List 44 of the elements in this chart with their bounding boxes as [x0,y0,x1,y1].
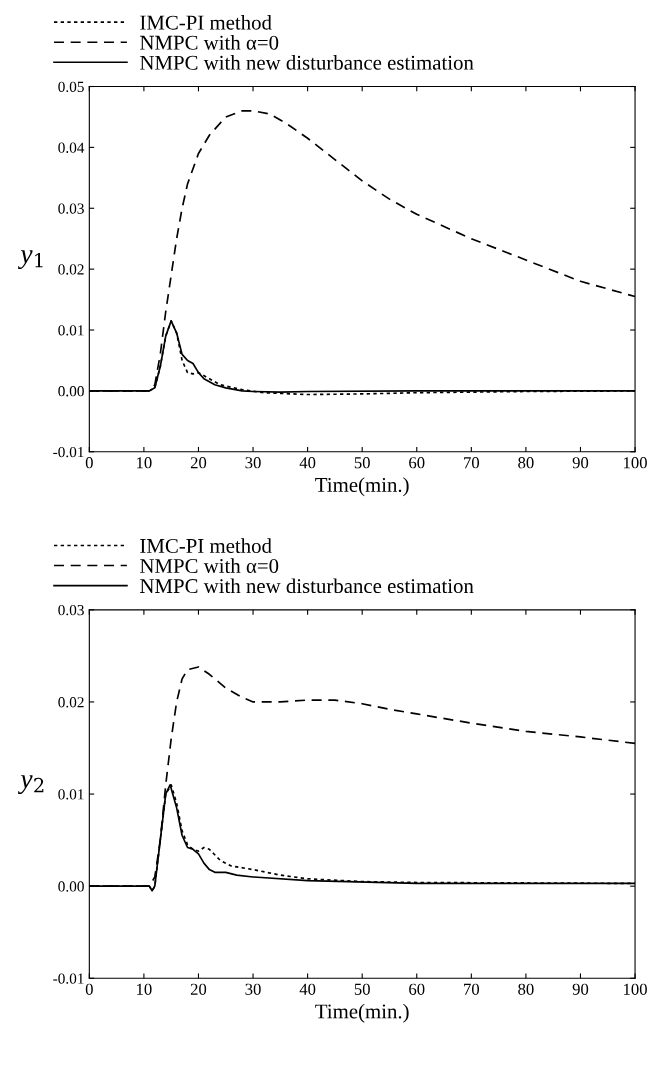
x-tick-label: 30 [245,457,261,469]
x-tick-label: 90 [572,983,589,995]
y-tick-label: 0.01 [58,789,84,800]
x-tick-label: 80 [518,457,534,469]
legend-label: IMC-PI method [140,14,272,30]
y-tick-label: 0.04 [58,142,85,153]
x-tick-label: 50 [354,983,370,995]
x-tick-label: 100 [624,457,647,469]
legend-label: IMC-PI method [140,538,272,553]
x-tick-label: 70 [464,983,480,995]
x-tick-label: 40 [299,457,316,469]
x-tick-label: 0 [85,457,93,469]
x-tick-label: 20 [190,457,207,469]
x-tick-label: 60 [409,457,425,469]
y-tick-label: 0.01 [58,325,84,336]
x-tick-label: 60 [409,983,425,995]
x-tick-label: 100 [624,983,647,995]
legend-label: NMPC with α=0 [140,558,279,574]
y-tick-label: -0.01 [53,446,84,458]
y-tick-label: 0.05 [58,81,84,93]
x-tick-label: 10 [137,983,152,995]
x-axis-title: Time(min.) [315,477,409,497]
y-tick-label: 0.03 [58,604,84,616]
x-axis-title: Time(min.) [315,1003,409,1023]
legend-label: NMPC with new disturbance estimation [140,55,474,70]
x-tick-label: 90 [572,457,589,469]
legend-label: NMPC with new disturbance estimation [140,578,474,594]
x-tick-label: 80 [518,983,534,995]
x-tick-label: 70 [464,457,480,469]
y-axis-title: y$_{1}$ [17,250,43,269]
y-tick-label: 0.02 [58,697,84,708]
x-tick-label: 30 [245,983,261,995]
x-tick-label: 40 [299,983,316,995]
y-tick-label: 0.02 [58,264,84,275]
legend-label: NMPC with α=0 [140,35,279,50]
x-tick-label: 20 [190,983,207,995]
y-tick-label: 0.03 [58,203,84,214]
y-tick-label: 0.00 [58,881,84,892]
y-tick-label: -0.01 [53,973,84,984]
y-tick-label: 0.00 [58,386,84,397]
x-tick-label: 0 [85,983,93,995]
y-axis-title: y$_{2}$ [17,775,44,794]
x-tick-label: 50 [354,457,370,469]
x-tick-label: 10 [137,457,152,469]
